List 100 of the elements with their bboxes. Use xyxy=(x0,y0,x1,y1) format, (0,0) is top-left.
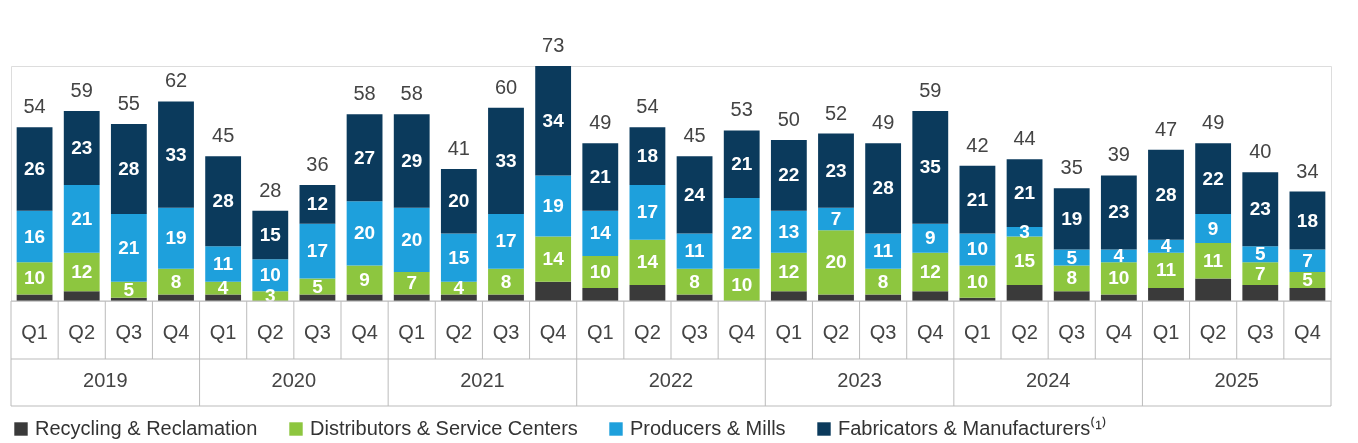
x-tick-label: Q2 xyxy=(445,321,473,343)
bar xyxy=(1195,143,1232,215)
bar xyxy=(1006,284,1043,301)
x-tick-label: Q2 xyxy=(1011,321,1038,343)
data-label: 5 xyxy=(1066,246,1078,268)
data-label: 16 xyxy=(24,225,46,247)
bar xyxy=(393,207,430,273)
x-tick-label: Q3 xyxy=(304,321,331,343)
x-tick-label: Q1 xyxy=(586,321,614,343)
data-label: 7 xyxy=(1255,262,1266,284)
x-tick-label: Q4 xyxy=(539,321,567,343)
data-label: 10 xyxy=(589,261,611,283)
text: 2020 xyxy=(271,369,317,391)
bar xyxy=(488,107,524,215)
data-label: 20 xyxy=(448,190,470,212)
bar xyxy=(440,169,477,234)
total-label: 58 xyxy=(353,82,376,105)
x-tick-label: Q1 xyxy=(21,321,48,343)
data-label: 11 xyxy=(1155,259,1177,281)
data-label: 11 xyxy=(213,252,234,274)
total-label: 45 xyxy=(683,124,706,147)
bar xyxy=(488,214,524,269)
data-label: 5 xyxy=(123,278,135,300)
data-label: 11 xyxy=(1203,249,1224,271)
data-label: 15 xyxy=(1014,249,1036,271)
data-label: 10 xyxy=(259,264,281,286)
data-label: 11 xyxy=(873,240,894,262)
text: 2025 xyxy=(1214,369,1259,391)
data-label: 4 xyxy=(1160,235,1172,257)
total-label: 28 xyxy=(259,178,282,201)
total-label: 44 xyxy=(1013,127,1036,150)
bar xyxy=(63,111,100,186)
data-label: 3 xyxy=(1019,220,1030,242)
bar xyxy=(818,230,854,295)
legend-label: Producers & Mills xyxy=(630,417,786,439)
bar xyxy=(1053,188,1090,250)
x-tick-label: Q2 xyxy=(634,321,661,343)
bar xyxy=(1100,175,1137,250)
bar xyxy=(1242,172,1279,247)
total-label: 35 xyxy=(1060,156,1083,179)
total-label: 52 xyxy=(824,101,848,124)
data-label: 22 xyxy=(731,222,753,244)
x-tick-label: Q1 xyxy=(398,321,426,343)
data-label: 4 xyxy=(217,277,229,299)
data-label: 23 xyxy=(1108,201,1130,223)
bar xyxy=(582,210,619,256)
x-tick-label: Q3 xyxy=(115,321,143,343)
data-label: 17 xyxy=(636,201,658,223)
data-label: 21 xyxy=(731,153,753,175)
bar xyxy=(63,185,100,253)
x-tick-label: Q3 xyxy=(681,321,708,343)
data-label: 23 xyxy=(825,159,847,181)
x-tick-label: Q4 xyxy=(1105,321,1133,343)
data-label: 27 xyxy=(354,146,376,168)
data-label: 33 xyxy=(495,149,517,171)
data-label: 23 xyxy=(1249,198,1271,220)
total-label: 49 xyxy=(1202,111,1225,134)
data-label: 9 xyxy=(925,227,936,249)
data-label: 24 xyxy=(684,183,706,205)
bar xyxy=(629,127,666,186)
total-label: 47 xyxy=(1154,117,1178,140)
total-label: 55 xyxy=(117,91,140,114)
total-label: 73 xyxy=(542,34,565,56)
bar xyxy=(440,233,477,282)
total-label: 42 xyxy=(966,133,989,156)
data-label: 3 xyxy=(265,285,276,307)
x-tick-label: Q2 xyxy=(68,321,96,343)
data-label: 33 xyxy=(165,143,187,165)
legend-label: Recycling & Reclamation xyxy=(35,417,258,439)
data-label: 17 xyxy=(306,240,328,262)
bar xyxy=(1053,249,1090,266)
data-label: 4 xyxy=(453,277,465,299)
bar xyxy=(912,223,949,253)
bar xyxy=(158,207,194,269)
total-label: 54 xyxy=(23,95,46,118)
data-label: 34 xyxy=(542,109,565,131)
total-label: 62 xyxy=(164,69,188,92)
data-label: 8 xyxy=(689,270,700,292)
x-tick-label: Q4 xyxy=(351,321,378,343)
data-label: 15 xyxy=(259,224,282,246)
bar xyxy=(1053,291,1090,301)
data-label: 21 xyxy=(71,207,93,229)
x-tick-label: Q1 xyxy=(1152,321,1180,343)
bar xyxy=(535,236,572,282)
data-label: 7 xyxy=(406,272,417,294)
data-label: 14 xyxy=(542,248,565,270)
data-label: 17 xyxy=(495,230,517,252)
total-label: 53 xyxy=(730,98,753,121)
data-label: 18 xyxy=(636,145,658,167)
total-label: 45 xyxy=(212,124,235,147)
data-label: 21 xyxy=(118,236,140,258)
bar xyxy=(676,156,713,234)
data-label: 5 xyxy=(1255,243,1266,265)
x-tick-label: Q1 xyxy=(775,321,803,343)
bar xyxy=(912,111,949,224)
total-label: 49 xyxy=(872,111,895,134)
bar xyxy=(1148,288,1184,301)
bar xyxy=(110,123,147,215)
x-tick-label: Q4 xyxy=(728,321,756,343)
data-label: 10 xyxy=(24,267,46,289)
